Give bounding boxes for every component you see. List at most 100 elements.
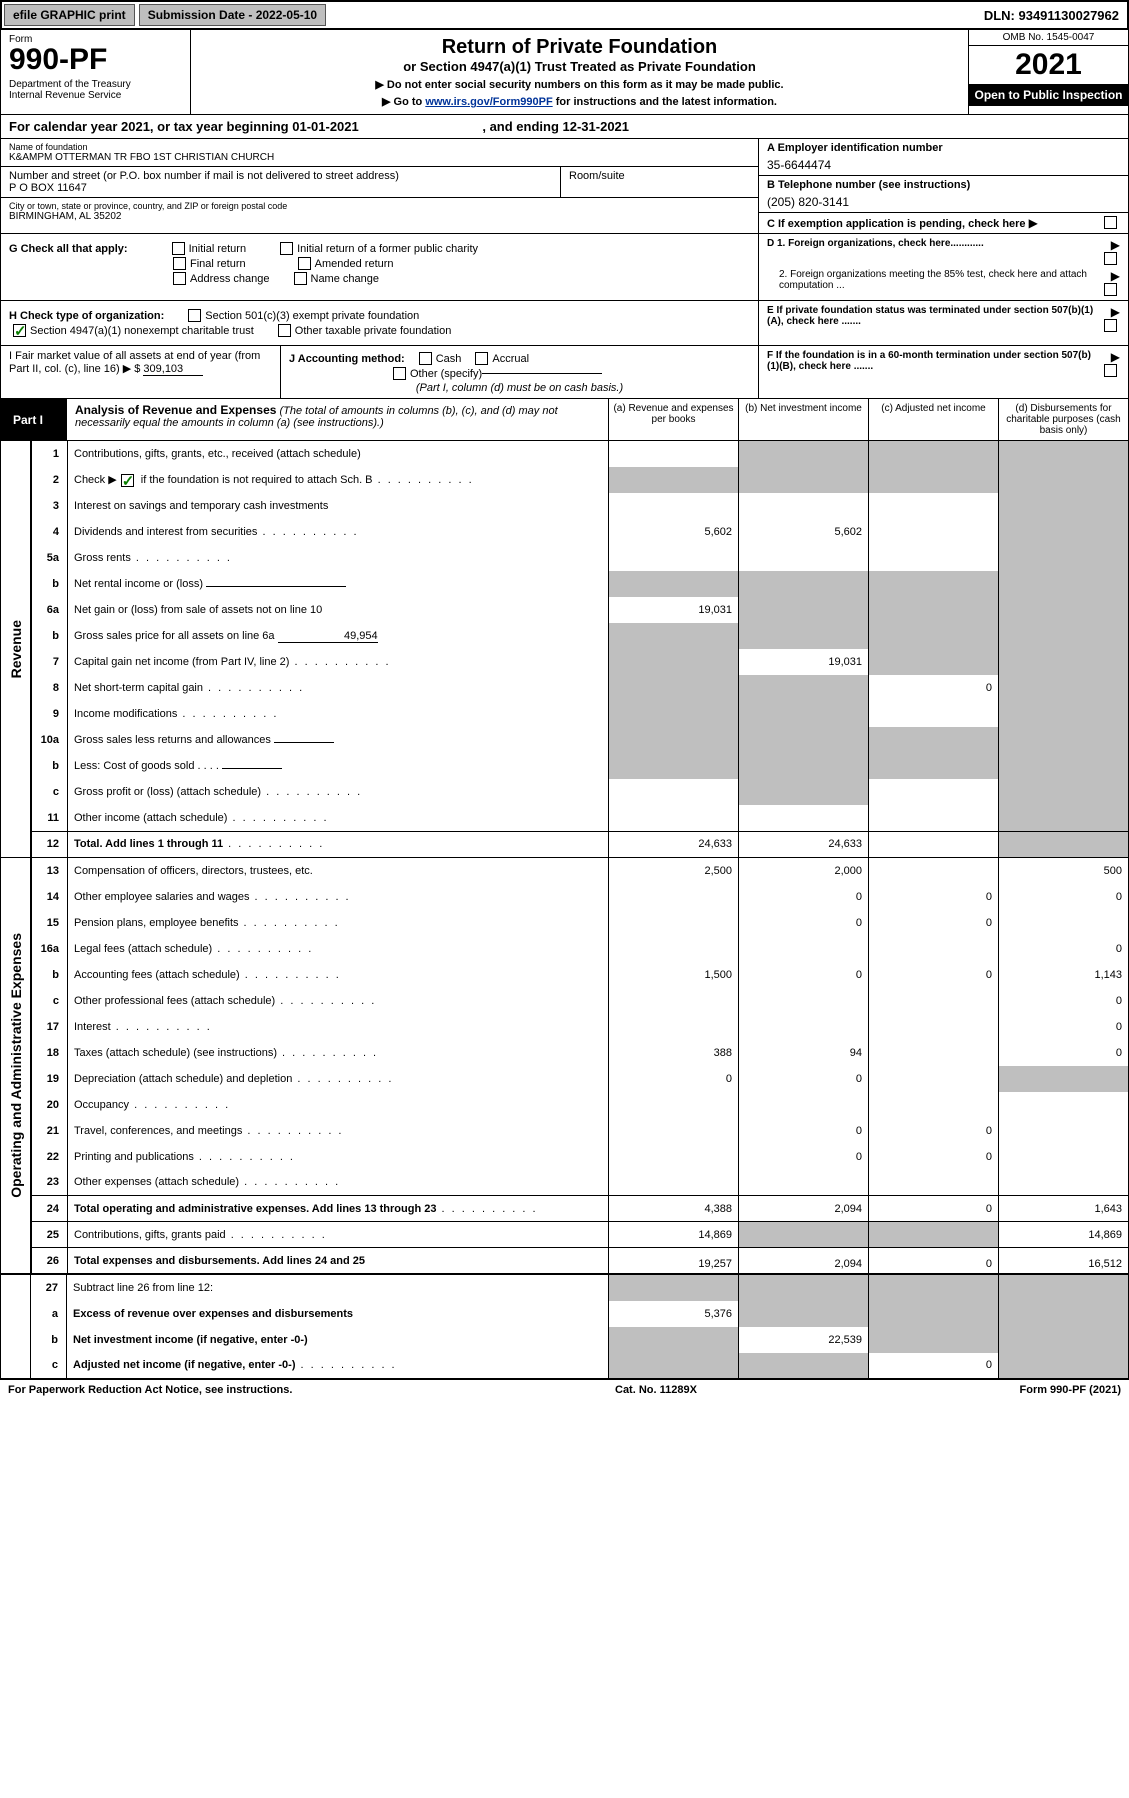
e-checkbox[interactable] [1104,319,1117,332]
s501-label: Section 501(c)(3) exempt private foundat… [205,310,419,322]
ein-value: 35-6644474 [767,158,1120,172]
accrual-checkbox[interactable] [475,352,488,365]
revenue-section: Revenue 1Contributions, gifts, grants, e… [0,441,1129,858]
accrual-label: Accrual [492,353,529,365]
table-row: 26Total expenses and disbursements. Add … [32,1248,1129,1274]
page-footer: For Paperwork Reduction Act Notice, see … [0,1379,1129,1400]
foundation-city: BIRMINGHAM, AL 35202 [9,211,750,222]
cogs-input[interactable] [222,768,282,769]
part1-header: Part I Analysis of Revenue and Expenses … [0,399,1129,441]
table-row: 18Taxes (attach schedule) (see instructi… [32,1040,1129,1066]
form-number-block: Form 990-PF Department of the Treasury I… [1,30,191,114]
other-taxable-checkbox[interactable] [278,324,291,337]
table-row: 12Total. Add lines 1 through 1124,63324,… [32,831,1129,857]
room-cell: Room/suite [561,167,758,198]
sch-b-checkbox[interactable] [121,474,134,487]
other-method-checkbox[interactable] [393,367,406,380]
efile-print-button[interactable]: efile GRAPHIC print [4,4,135,26]
fmv-j: J Accounting method: Cash Accrual Other … [281,346,758,398]
final-return-checkbox[interactable] [173,257,186,270]
fmv-row: I Fair market value of all assets at end… [0,346,1129,399]
phone-label: B Telephone number (see instructions) [767,179,1120,191]
ein-row: A Employer identification number 35-6644… [759,139,1128,176]
s501-checkbox[interactable] [188,309,201,322]
note2-post: for instructions and the latest informat… [553,96,777,108]
f-checkbox[interactable] [1104,364,1117,377]
cal-pre: For calendar year 2021, or tax year begi… [9,119,292,134]
fmv-i: I Fair market value of all assets at end… [1,346,281,398]
s4947-checkbox[interactable] [13,324,26,337]
c-row: C If exemption application is pending, c… [759,213,1128,233]
room-label: Room/suite [569,170,750,182]
table-row: 16aLegal fees (attach schedule)0 [32,936,1129,962]
i-label: I Fair market value of all assets at end… [9,350,260,375]
other-method-input[interactable] [482,373,602,374]
table-row: 10aGross sales less returns and allowanc… [32,727,1129,753]
footer-right: Form 990-PF (2021) [1020,1384,1121,1396]
address-change-checkbox[interactable] [173,272,186,285]
phone-value: (205) 820-3141 [767,195,1120,209]
table-row: 22Printing and publications00 [32,1144,1129,1170]
table-row: 9Income modifications [32,701,1129,727]
d1-label: D 1. Foreign organizations, check here..… [767,238,1100,249]
f-label: F If the foundation is in a 60-month ter… [767,350,1100,372]
rental-income-input[interactable] [206,586,346,587]
expenses-side-label: Operating and Administrative Expenses [1,858,31,1275]
table-row: 4Dividends and interest from securities5… [32,519,1129,545]
expenses-table: 13Compensation of officers, directors, t… [31,858,1129,1275]
h-label: H Check type of organization: [9,310,164,322]
table-row: cGross profit or (loss) (attach schedule… [32,779,1129,805]
cash-label: Cash [436,353,462,365]
instructions-link[interactable]: www.irs.gov/Form990PF [425,96,552,108]
summary-table: 27Subtract line 26 from line 12: aExcess… [0,1274,1129,1379]
d1-checkbox[interactable] [1104,252,1117,265]
col-c-header: (c) Adjusted net income [868,399,998,440]
table-row: 20Occupancy [32,1092,1129,1118]
cal-mid: , and ending [479,119,563,134]
table-row: 25Contributions, gifts, grants paid14,86… [32,1222,1129,1248]
foundation-left: Name of foundation K&AMPM OTTERMAN TR FB… [1,139,758,233]
g-label: G Check all that apply: [9,243,128,255]
table-row: cAdjusted net income (if negative, enter… [1,1353,1129,1379]
note2-pre: ▶ Go to [382,96,425,108]
submission-date: Submission Date - 2022-05-10 [139,4,326,26]
other-method-label: Other (specify) [410,368,482,380]
table-row: 3Interest on savings and temporary cash … [32,493,1129,519]
open-to-public: Open to Public Inspection [969,84,1128,106]
cal-end: 12-31-2021 [563,119,630,134]
table-row: 21Travel, conferences, and meetings00 [32,1118,1129,1144]
d2-checkbox[interactable] [1104,283,1117,296]
amended-return-checkbox[interactable] [298,257,311,270]
name-change-checkbox[interactable] [294,272,307,285]
col-b-header: (b) Net investment income [738,399,868,440]
table-row: 17Interest0 [32,1014,1129,1040]
form-title-block: Return of Private Foundation or Section … [191,30,968,114]
table-row: bLess: Cost of goods sold . . . . [32,753,1129,779]
foundation-right: A Employer identification number 35-6644… [758,139,1128,233]
other-taxable-label: Other taxable private foundation [295,325,452,337]
foundation-address: P O BOX 11647 [9,182,552,194]
cash-checkbox[interactable] [419,352,432,365]
initial-former-checkbox[interactable] [280,242,293,255]
table-row: 15Pension plans, employee benefits00 [32,910,1129,936]
foundation-info: Name of foundation K&AMPM OTTERMAN TR FB… [0,139,1129,234]
phone-row: B Telephone number (see instructions) (2… [759,176,1128,213]
addr-label: Number and street (or P.O. box number if… [9,170,552,182]
calendar-year-row: For calendar year 2021, or tax year begi… [0,115,1129,139]
d-checks: D 1. Foreign organizations, check here..… [758,234,1128,300]
ein-label: A Employer identification number [767,142,1120,154]
c-checkbox[interactable] [1104,216,1117,229]
d2-label: 2. Foreign organizations meeting the 85%… [767,269,1100,291]
initial-return-checkbox[interactable] [172,242,185,255]
table-row: 2Check ▶ if the foundation is not requir… [32,467,1129,493]
foundation-name: K&AMPM OTTERMAN TR FBO 1ST CHRISTIAN CHU… [9,152,750,163]
address-change-label: Address change [190,273,270,285]
name-label: Name of foundation [9,142,750,152]
gross-sales-input[interactable] [274,742,334,743]
name-change-label: Name change [311,273,380,285]
tax-year: 2021 [969,46,1128,84]
e-check: E If private foundation status was termi… [758,301,1128,345]
table-row: bNet investment income (if negative, ent… [1,1327,1129,1353]
part1-label: Part I [1,399,67,440]
j-label: J Accounting method: [289,353,405,365]
